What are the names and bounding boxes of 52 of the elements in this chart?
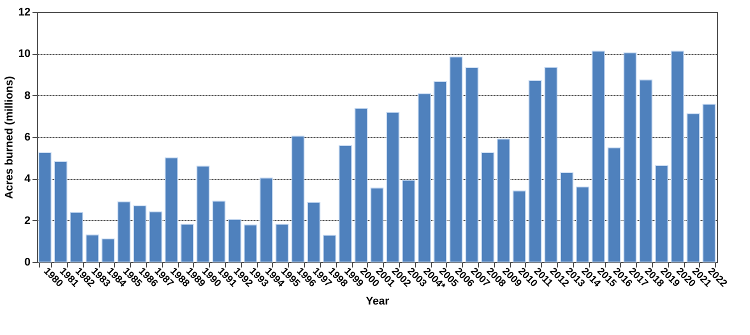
y-tick-label: 8 xyxy=(24,90,30,102)
bar xyxy=(70,212,84,262)
bar xyxy=(402,180,416,262)
x-axis-title: Year xyxy=(366,296,390,308)
bar xyxy=(481,152,494,262)
bar xyxy=(528,80,542,262)
bar xyxy=(496,138,510,262)
bar xyxy=(228,219,242,262)
bar xyxy=(623,52,637,262)
bar xyxy=(133,205,146,262)
bar xyxy=(244,224,258,262)
bar xyxy=(196,166,210,262)
bar xyxy=(212,200,226,262)
bar xyxy=(164,157,178,262)
bar xyxy=(54,161,68,262)
y-tick-label: 10 xyxy=(18,48,30,60)
bar xyxy=(434,81,447,262)
bar xyxy=(450,56,463,262)
bar xyxy=(117,201,131,262)
bar xyxy=(38,152,52,262)
bar xyxy=(544,67,558,262)
bar xyxy=(465,67,478,262)
bar xyxy=(180,224,194,262)
y-tick-label: 4 xyxy=(24,173,32,186)
bar xyxy=(608,147,621,262)
bar xyxy=(322,234,336,262)
bar xyxy=(370,188,384,262)
bar xyxy=(655,165,668,262)
y-tick-label: 2 xyxy=(24,214,30,227)
y-tick-label: 0 xyxy=(24,256,30,268)
bar xyxy=(291,136,304,262)
bar xyxy=(386,112,400,262)
y-tick-label: 6 xyxy=(24,132,30,144)
bar xyxy=(307,202,320,262)
bar xyxy=(670,50,684,262)
bar xyxy=(338,145,352,262)
bar xyxy=(260,178,273,262)
bar xyxy=(686,113,700,262)
bar xyxy=(354,108,368,262)
bar xyxy=(102,238,115,262)
bar xyxy=(86,234,99,262)
bar xyxy=(418,93,432,262)
bar xyxy=(560,172,574,262)
bar xyxy=(512,190,526,262)
bar xyxy=(576,186,590,262)
bar xyxy=(639,80,652,262)
bar xyxy=(149,211,162,262)
y-tick-label: 12 xyxy=(18,6,30,18)
bar xyxy=(702,104,716,262)
bar xyxy=(276,224,289,262)
bar xyxy=(592,50,605,262)
y-axis-title: Acres burned (millions) xyxy=(3,76,16,199)
